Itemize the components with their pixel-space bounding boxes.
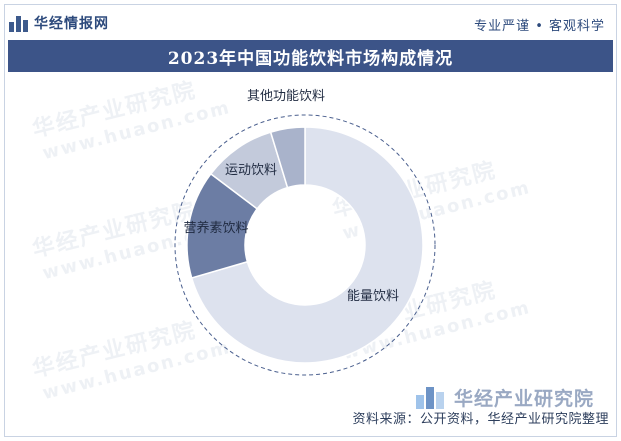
chart-title: 2023年中国功能饮料市场构成情况 <box>167 48 454 69</box>
header-bar: 华经情报网 专业严谨 • 客观科学 <box>8 10 613 36</box>
donut-slice <box>269 126 306 189</box>
brand[interactable]: 华经情报网 <box>8 12 109 34</box>
brand-logo-icon <box>8 14 28 32</box>
title-bar: 2023年中国功能饮料市场构成情况 <box>8 40 613 72</box>
slice-label: 运动饮料 <box>225 163 277 178</box>
corner-brand: 华经产业研究院 <box>416 384 594 411</box>
slice-label: 能量饮料 <box>347 289 399 304</box>
slogan: 专业严谨 • 客观科学 <box>474 19 605 34</box>
corner-logo-icon <box>416 386 446 409</box>
brand-name: 华经情报网 <box>34 16 109 32</box>
dashed-ring <box>174 114 436 376</box>
source-note: 资料来源：公开资料，华经产业研究院整理 <box>352 412 609 427</box>
slice-label: 营养素饮料 <box>183 220 248 236</box>
corner-brand-name: 华经产业研究院 <box>454 388 595 410</box>
chart-frame <box>4 4 617 437</box>
donut-slice <box>190 126 424 364</box>
slice-label: 其他功能饮料 <box>247 89 325 104</box>
